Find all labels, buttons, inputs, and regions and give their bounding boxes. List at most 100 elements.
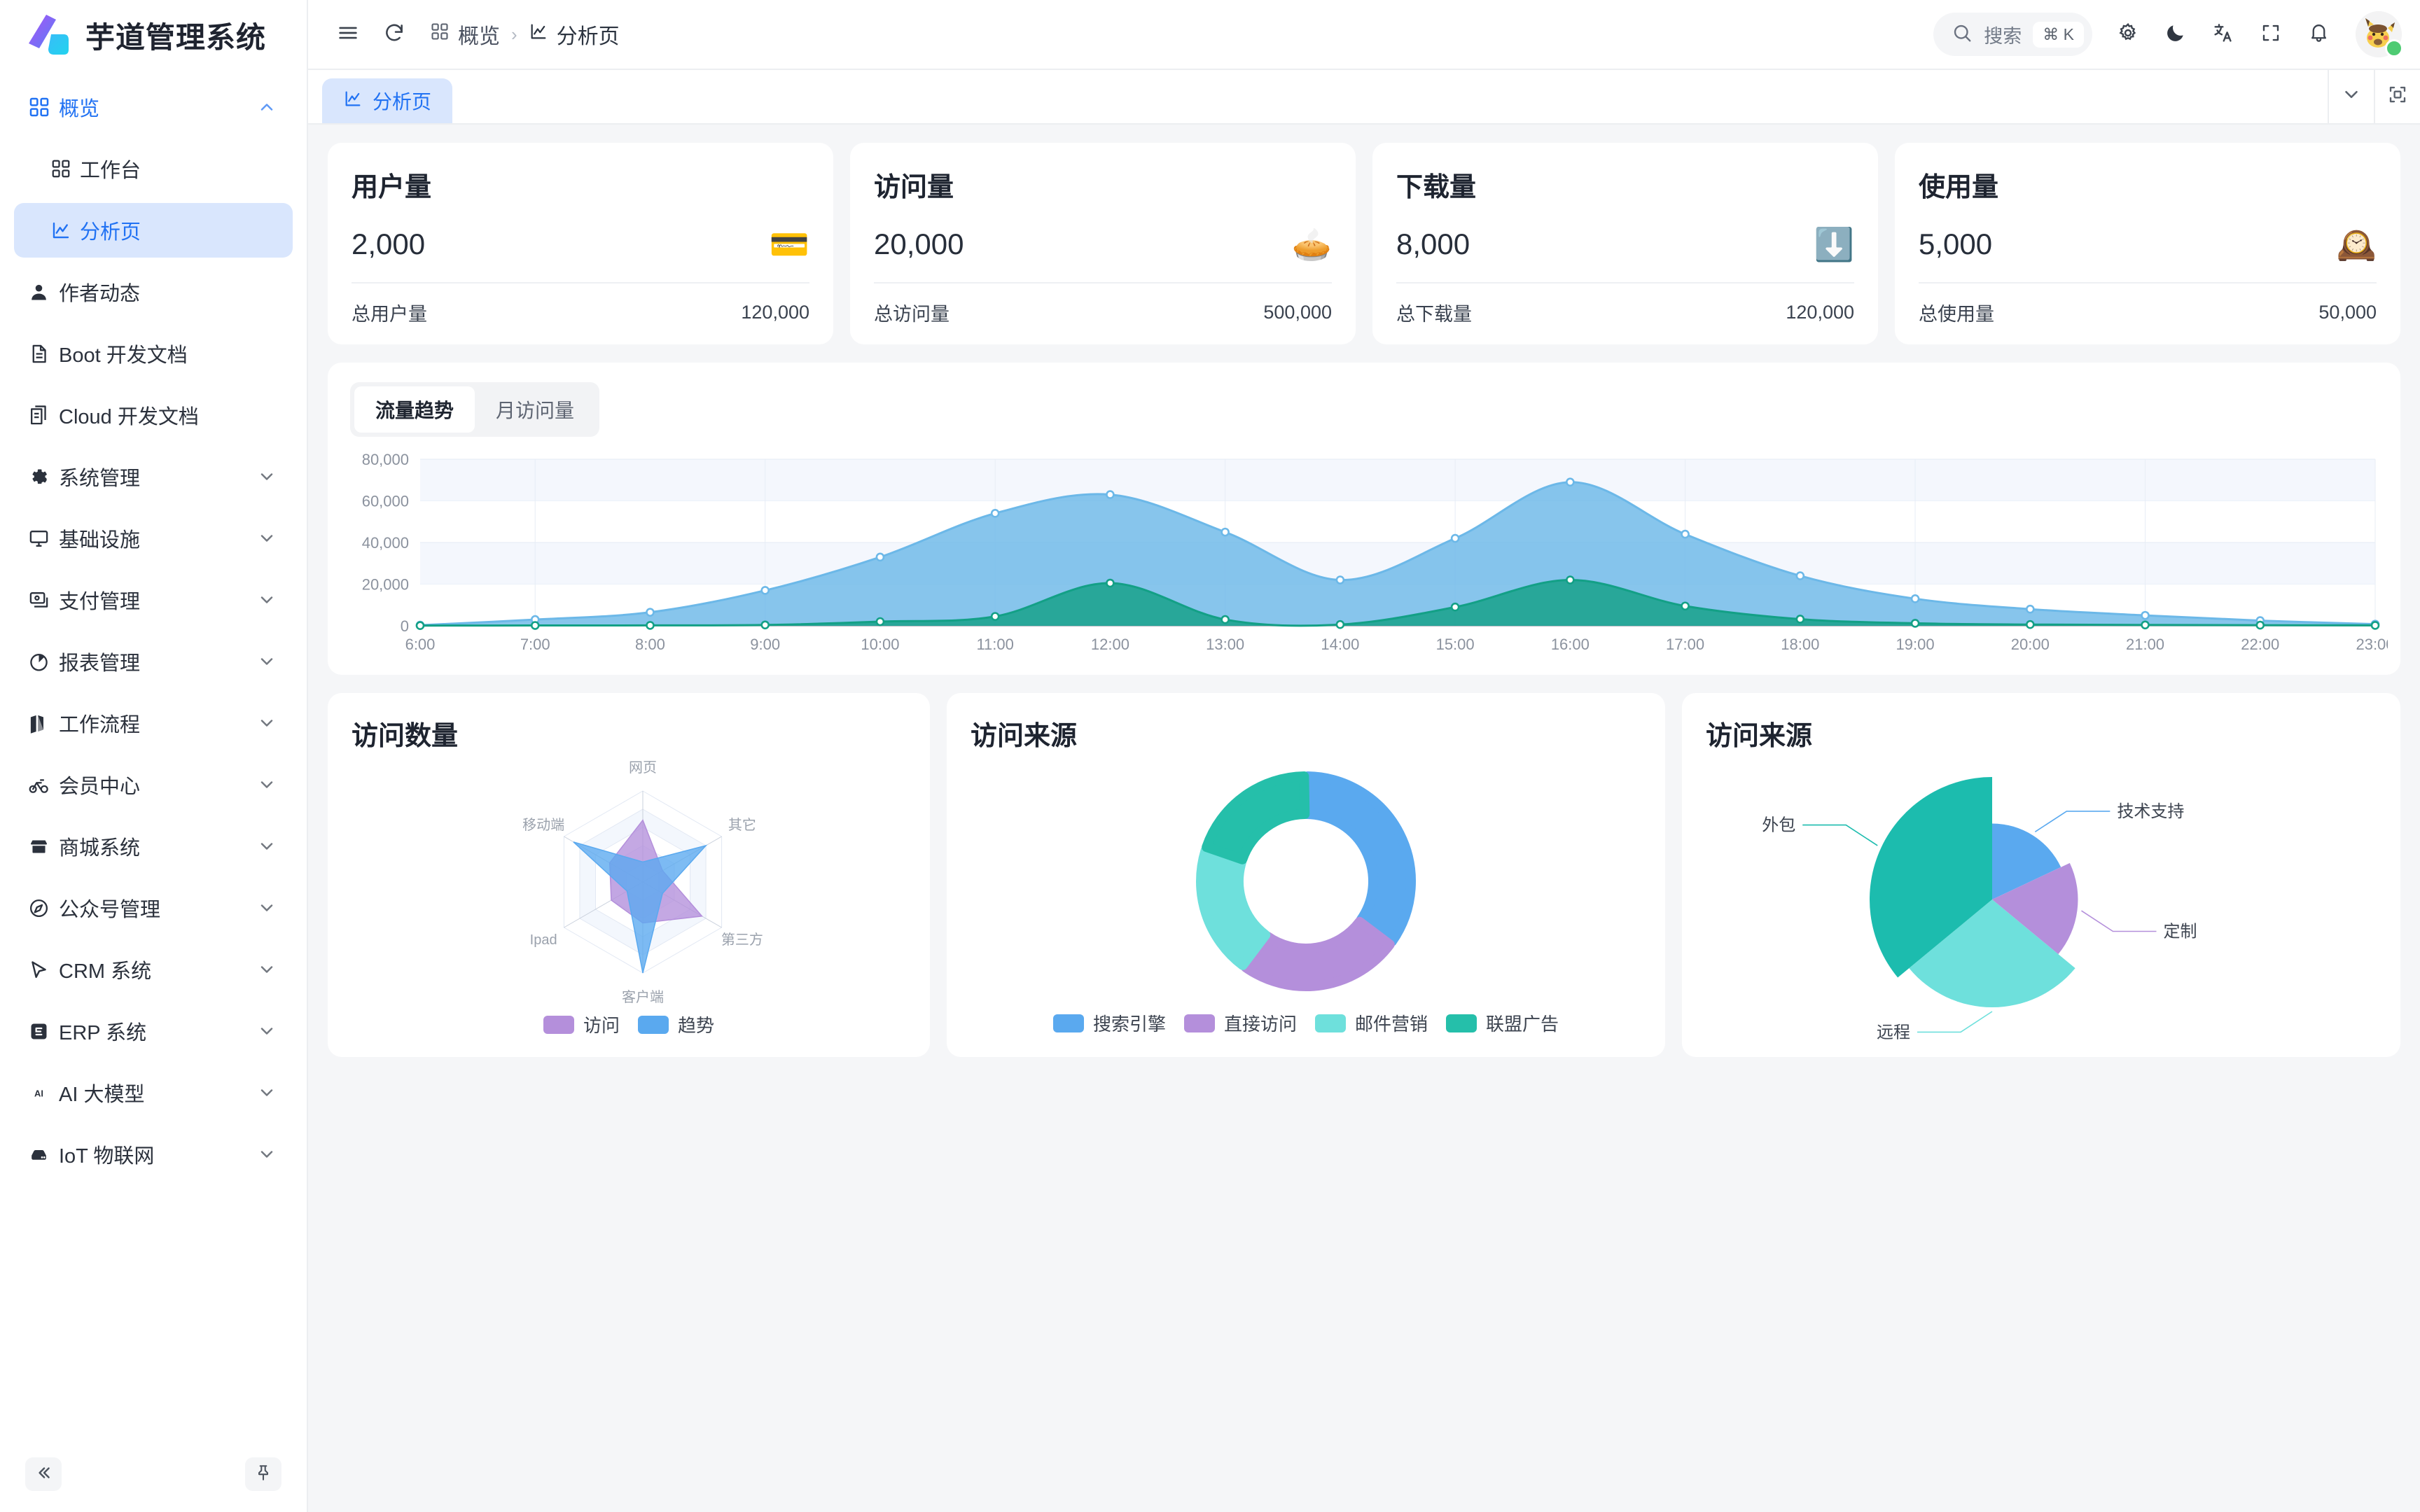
- sidebar-pin-button[interactable]: [245, 1457, 281, 1491]
- trend-tab-monthly[interactable]: 月访问量: [496, 400, 575, 421]
- sidebar-item-mall[interactable]: 商城系统: [14, 819, 293, 874]
- sidebar-menu: 概览 工作台: [0, 70, 307, 1436]
- legend-label: 邮件营销: [1355, 1014, 1428, 1035]
- dark-mode-button[interactable]: [2155, 14, 2196, 55]
- trend-tab-traffic[interactable]: 流量趋势: [354, 386, 475, 433]
- sidebar-item-ai[interactable]: AI AI 大模型: [14, 1065, 293, 1120]
- legend-item[interactable]: 邮件营销: [1315, 1010, 1428, 1036]
- sidebar-item-label: 报表管理: [59, 652, 141, 675]
- svg-text:19:00: 19:00: [1896, 636, 1935, 653]
- search-shortcut: ⌘ K: [2033, 21, 2084, 48]
- svg-text:定制: 定制: [2163, 923, 2197, 941]
- svg-text:7:00: 7:00: [520, 636, 550, 653]
- status-badge: [2385, 39, 2403, 57]
- sidebar-item-author-news[interactable]: 作者动态: [14, 265, 293, 319]
- chart-title: 访问来源: [971, 722, 1078, 751]
- legend-item[interactable]: 趋势: [638, 1011, 714, 1037]
- sidebar-collapse-button[interactable]: [25, 1457, 62, 1491]
- sidebar-item-report[interactable]: 报表管理: [14, 634, 293, 689]
- credit-card-icon: 💳: [769, 226, 809, 262]
- sidebar-item-label: Cloud 开发文档: [59, 406, 199, 428]
- trend-tab-group: 流量趋势 月访问量: [350, 382, 600, 437]
- grid-icon: [430, 22, 450, 47]
- chevron-down-icon: [256, 652, 277, 671]
- sidebar-item-workbench[interactable]: 工作台: [14, 141, 293, 196]
- svg-text:60,000: 60,000: [362, 493, 409, 510]
- sidebar-item-label: 商城系统: [59, 837, 141, 860]
- content-fullscreen-button[interactable]: [2374, 69, 2420, 123]
- avatar[interactable]: [2356, 11, 2403, 57]
- sidebar-item-label: AI 大模型: [59, 1084, 145, 1106]
- sidebar-item-iot[interactable]: IoT 物联网: [14, 1127, 293, 1182]
- legend-item[interactable]: 搜索引擎: [1052, 1010, 1166, 1036]
- chart-line-icon: [343, 89, 363, 113]
- legend-item[interactable]: 直接访问: [1183, 1010, 1297, 1036]
- settings-button[interactable]: [2108, 14, 2148, 55]
- chart-title: 访问数量: [352, 722, 459, 751]
- chevron-down-icon: [256, 1083, 277, 1102]
- chart-line-icon: [50, 220, 80, 241]
- sidebar-item-crm[interactable]: CRM 系统: [14, 942, 293, 997]
- stat-card-downloads: 下载量 8,000 ⬇️ 总下载量 120,000: [1372, 143, 1878, 344]
- sidebar-item-system[interactable]: 系统管理: [14, 449, 293, 504]
- svg-text:Ipad: Ipad: [530, 932, 557, 948]
- sidebar-item-label: CRM 系统: [59, 960, 152, 983]
- language-button[interactable]: [2203, 14, 2244, 55]
- tab-analysis[interactable]: 分析页: [322, 78, 453, 123]
- stat-card-title: 访问量: [874, 173, 954, 202]
- legend-swatch: [543, 1015, 574, 1034]
- legend-swatch: [1446, 1014, 1477, 1032]
- tab-bar: 分析页: [308, 69, 2420, 125]
- tab-dropdown-button[interactable]: [2328, 69, 2374, 123]
- stat-card-footer-value: 50,000: [2318, 302, 2377, 323]
- legend-label: 趋势: [678, 1015, 715, 1036]
- svg-text:客户端: 客户端: [622, 989, 664, 1005]
- stat-card-main: 2,000 💳: [352, 227, 809, 261]
- sidebar-item-overview[interactable]: 概览: [14, 80, 293, 134]
- pie-chart-icon: [28, 651, 59, 673]
- sidebar-item-boot-docs[interactable]: Boot 开发文档: [14, 326, 293, 381]
- traffic-trend-panel: 流量趋势 月访问量 0 20,000 40,000 60,000 80,000 6:00 7…: [328, 363, 2400, 675]
- refresh-button[interactable]: [374, 14, 415, 55]
- svg-text:15:00: 15:00: [1436, 636, 1475, 653]
- breadcrumb-label: 概览: [458, 25, 500, 48]
- wallet-icon: [28, 589, 59, 611]
- sidebar-item-cloud-docs[interactable]: Cloud 开发文档: [14, 388, 293, 442]
- legend-item[interactable]: 访问: [543, 1011, 620, 1037]
- stat-card-footer-label: 总访问量: [874, 304, 950, 325]
- sidebar-item-label: 会员中心: [59, 776, 141, 798]
- bottom-charts-row: 访问数量 网页 其它 第三方 客户端 Ipad 移动端 访问 趋势: [328, 693, 2400, 1057]
- chevron-down-icon: [256, 775, 277, 794]
- stat-cards-row: 用户量 2,000 💳 总用户量 120,000 访问量 20,000: [328, 143, 2400, 344]
- sidebar-item-infrastructure[interactable]: 基础设施: [14, 511, 293, 566]
- sidebar-item-erp[interactable]: ERP 系统: [14, 1004, 293, 1058]
- stat-card-footer: 总下载量 120,000: [1396, 299, 1854, 326]
- sidebar-item-analysis[interactable]: 分析页: [14, 203, 293, 258]
- brand-logo-row[interactable]: 芋道管理系统: [0, 0, 307, 70]
- breadcrumb-item-overview[interactable]: 概览: [430, 19, 500, 50]
- fullscreen-button[interactable]: [2251, 14, 2291, 55]
- sidebar-item-label: 工作流程: [59, 714, 141, 736]
- rose-chart: 技术支持 定制 远程 外包: [1706, 752, 2377, 1046]
- pie-icon: 🥧: [1291, 226, 1332, 262]
- breadcrumb-item-analysis[interactable]: 分析页: [529, 19, 620, 50]
- legend-item[interactable]: 联盟广告: [1446, 1010, 1559, 1036]
- sidebar-item-official-account[interactable]: 公众号管理: [14, 881, 293, 935]
- visit-source-rose-card: 访问来源 技术支持 定制 远程 外包: [1682, 693, 2400, 1057]
- sidebar-item-workflow[interactable]: 工作流程: [14, 696, 293, 750]
- stat-card-value: 20,000: [874, 227, 964, 260]
- sidebar-item-payment[interactable]: 支付管理: [14, 573, 293, 627]
- notifications-button[interactable]: [2298, 14, 2339, 55]
- sidebar-item-member[interactable]: 会员中心: [14, 757, 293, 812]
- tab-label: 分析页: [373, 91, 432, 113]
- chevron-down-icon: [256, 528, 277, 548]
- search-button[interactable]: 搜索 ⌘ K: [1933, 13, 2092, 56]
- legend-label: 访问: [583, 1015, 620, 1036]
- donut-legend: 搜索引擎 直接访问 邮件营销 联盟广告: [971, 1010, 1641, 1036]
- svg-text:40,000: 40,000: [362, 534, 409, 552]
- sidebar-item-label: 分析页: [80, 221, 141, 244]
- stat-card-main: 5,000 🕰️: [1919, 227, 2377, 261]
- sidebar-toggle-button[interactable]: [328, 14, 368, 55]
- server-icon: [28, 1144, 59, 1166]
- sidebar-footer: [0, 1436, 307, 1512]
